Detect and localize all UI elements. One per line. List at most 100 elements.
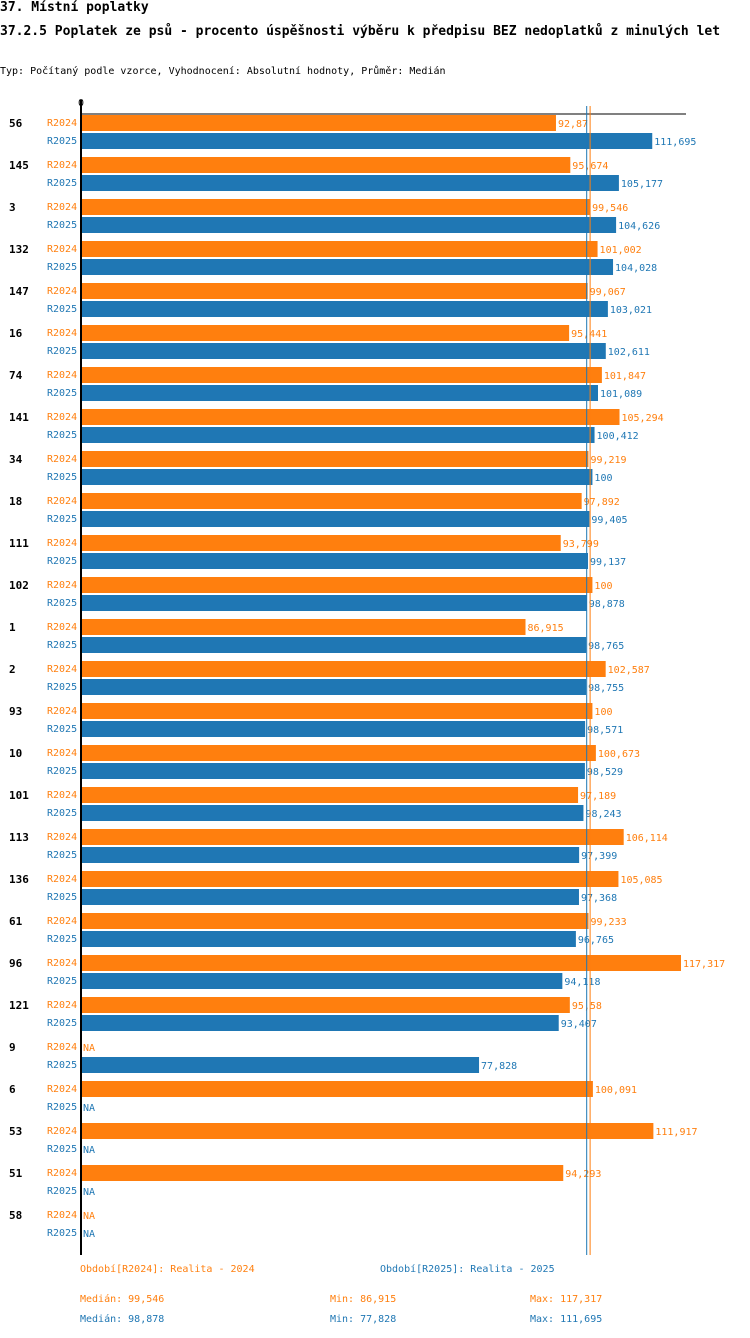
series-label: R2025 <box>47 346 77 357</box>
data-label: 117,317 <box>683 959 725 970</box>
series-label: R2024 <box>47 1084 77 1095</box>
bar-r2025 <box>81 553 589 569</box>
category-label: 101 <box>9 789 29 802</box>
series-label: R2024 <box>47 412 77 423</box>
series-label: R2024 <box>47 1042 77 1053</box>
series-label: R2025 <box>47 136 77 147</box>
category-label: 102 <box>9 579 29 592</box>
stat-r2025-median: Medián: 98,878 <box>80 1314 165 1325</box>
series-label: R2025 <box>47 1228 77 1239</box>
data-label: 98,529 <box>587 767 623 778</box>
bar-r2024 <box>81 1081 593 1097</box>
data-label: 99,067 <box>590 287 626 298</box>
series-label: R2025 <box>47 976 77 987</box>
data-label: 94,293 <box>565 1169 601 1180</box>
series-label: R2024 <box>47 622 77 633</box>
data-label: 105,294 <box>622 413 664 424</box>
data-label: 96,765 <box>578 935 614 946</box>
data-label: 93,799 <box>563 539 599 550</box>
chart-subtitle: Typ: Počítaný podle vzorce, Vyhodnocení:… <box>0 66 446 77</box>
series-label: R2024 <box>47 832 77 843</box>
series-label: R2024 <box>47 1210 77 1221</box>
category-label: 111 <box>9 537 29 550</box>
series-label: R2024 <box>47 202 77 213</box>
bar-r2025 <box>81 847 580 863</box>
bar-r2024 <box>81 913 589 929</box>
stat-r2024-min: Min: 86,915 <box>330 1294 397 1305</box>
data-label: 105,177 <box>621 179 663 190</box>
category-label: 132 <box>9 243 29 256</box>
bar-r2024 <box>81 367 602 383</box>
data-label: 98,755 <box>588 683 624 694</box>
bar-r2025 <box>81 763 585 779</box>
category-label: 9 <box>9 1041 16 1054</box>
bar-r2025 <box>81 805 584 821</box>
stat-r2024-median: Medián: 99,546 <box>80 1294 165 1305</box>
series-label: R2024 <box>47 748 77 759</box>
bar-r2025 <box>81 469 593 485</box>
series-label: R2025 <box>47 934 77 945</box>
data-label: 99,546 <box>592 203 628 214</box>
data-label: 100 <box>594 581 612 592</box>
bar-r2024 <box>81 283 588 299</box>
data-label: NA <box>83 1187 95 1198</box>
bar-r2024 <box>81 661 606 677</box>
bar-chart: 056R202492,87R2025111,695145R202495,674R… <box>9 98 725 1255</box>
category-label: 147 <box>9 285 29 298</box>
series-label: R2025 <box>47 1144 77 1155</box>
data-label: NA <box>83 1211 95 1222</box>
bar-r2025 <box>81 301 608 317</box>
bar-r2024 <box>81 1165 564 1181</box>
data-label: 103,021 <box>610 305 652 316</box>
series-label: R2025 <box>47 1018 77 1029</box>
bar-r2024 <box>81 955 681 971</box>
series-label: R2024 <box>47 160 77 171</box>
data-label: 106,114 <box>626 833 668 844</box>
bar-r2024 <box>81 241 598 257</box>
series-label: R2024 <box>47 286 77 297</box>
bar-r2025 <box>81 259 614 275</box>
category-label: 74 <box>9 369 23 382</box>
data-label: 101,002 <box>600 245 642 256</box>
series-label: R2025 <box>47 472 77 483</box>
data-label: 100 <box>594 707 612 718</box>
bar-r2024 <box>81 157 571 173</box>
data-label: NA <box>83 1229 95 1240</box>
data-label: NA <box>83 1043 95 1054</box>
series-label: R2025 <box>47 598 77 609</box>
data-label: 97,892 <box>584 497 620 508</box>
bar-r2024 <box>81 199 591 215</box>
series-label: R2024 <box>47 1000 77 1011</box>
series-label: R2024 <box>47 874 77 885</box>
stat-r2025-max: Max: 111,695 <box>530 1314 603 1325</box>
chart-title: 37.2.5 Poplatek ze psů - procento úspěšn… <box>0 24 721 39</box>
data-label: 99,405 <box>591 515 627 526</box>
data-label: 99,219 <box>590 455 626 466</box>
category-label: 34 <box>9 453 23 466</box>
data-label: 98,571 <box>587 725 623 736</box>
bar-r2025 <box>81 637 587 653</box>
series-label: R2024 <box>47 1126 77 1137</box>
bar-r2024 <box>81 409 620 425</box>
bar-r2025 <box>81 385 598 401</box>
series-label: R2024 <box>47 790 77 801</box>
series-label: R2024 <box>47 496 77 507</box>
series-label: R2025 <box>47 850 77 861</box>
data-label: NA <box>83 1145 95 1156</box>
category-label: 16 <box>9 327 23 340</box>
series-label: R2025 <box>47 430 77 441</box>
category-label: 18 <box>9 495 22 508</box>
bar-r2025 <box>81 973 563 989</box>
series-label: R2025 <box>47 514 77 525</box>
category-label: 145 <box>9 159 29 172</box>
category-label: 6 <box>9 1083 16 1096</box>
category-label: 93 <box>9 705 22 718</box>
bar-r2024 <box>81 619 526 635</box>
category-label: 3 <box>9 201 16 214</box>
series-label: R2025 <box>47 556 77 567</box>
bar-r2024 <box>81 535 561 551</box>
series-label: R2024 <box>47 916 77 927</box>
data-label: 98,878 <box>589 599 625 610</box>
data-label: 104,028 <box>615 263 657 274</box>
series-label: R2024 <box>47 664 77 675</box>
